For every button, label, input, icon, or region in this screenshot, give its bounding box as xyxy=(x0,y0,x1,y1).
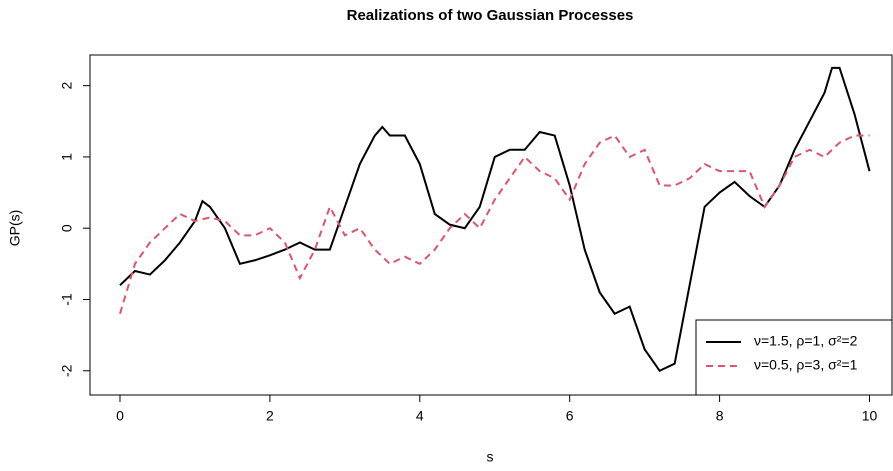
legend-box xyxy=(695,319,893,396)
x-tick-label: 4 xyxy=(416,408,424,424)
x-tick-label: 10 xyxy=(862,408,878,424)
y-axis-label: GP(s) xyxy=(7,210,23,247)
series-line xyxy=(119,66,871,373)
x-tick-label: 6 xyxy=(566,408,574,424)
chart-title: Realizations of two Gaussian Processes xyxy=(347,7,634,24)
plot-frame xyxy=(89,54,893,396)
x-tick-label: 2 xyxy=(266,408,274,424)
y-tick-label: 2 xyxy=(59,82,75,90)
y-tick-label: -2 xyxy=(59,364,75,377)
y-tick-label: 0 xyxy=(59,224,75,232)
x-tick-label: 8 xyxy=(716,408,724,424)
legend-label: ν=0.5, ρ=3, σ²=1 xyxy=(754,357,858,373)
y-tick-label: -1 xyxy=(59,293,75,306)
y-tick-label: 1 xyxy=(59,153,75,161)
x-tick-label: 0 xyxy=(116,408,124,424)
x-axis-label: s xyxy=(487,449,494,465)
series-line xyxy=(119,134,870,315)
plot-area xyxy=(119,66,871,373)
legend-label: ν=1.5, ρ=1, σ²=2 xyxy=(754,333,858,349)
